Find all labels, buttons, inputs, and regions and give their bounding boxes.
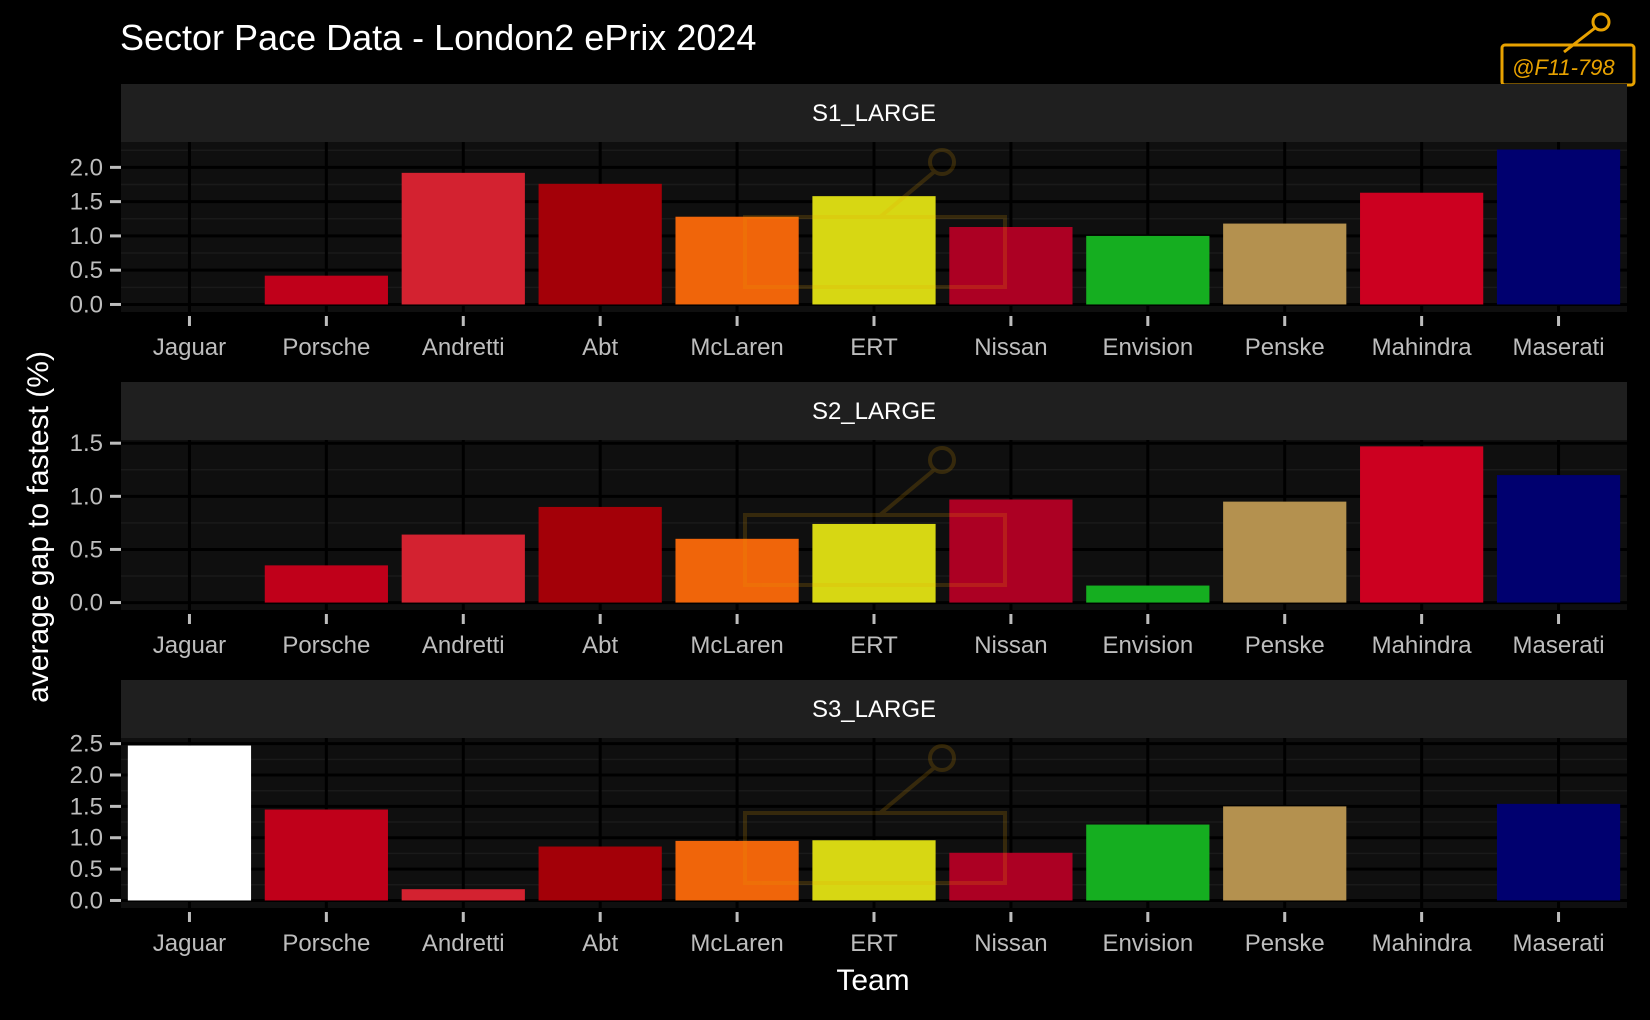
x-tick-label: Andretti: [422, 930, 505, 957]
x-tick-label: Nissan: [974, 930, 1047, 957]
bar-mahindra: [1360, 192, 1484, 305]
x-tick-label: Abt: [582, 930, 618, 957]
y-tick-label: 1.0: [70, 223, 103, 250]
y-axis-title: average gap to fastest (%): [22, 351, 55, 703]
x-tick-label: Penske: [1245, 334, 1325, 361]
x-tick-label: Porsche: [282, 334, 370, 361]
bar-porsche: [264, 809, 388, 901]
y-tick-label: 0.0: [70, 887, 103, 914]
chart-title: Sector Pace Data - London2 ePrix 2024: [120, 17, 756, 58]
x-tick-label: Mahindra: [1372, 930, 1473, 957]
x-tick-label: Nissan: [974, 632, 1047, 659]
bar-porsche: [264, 565, 388, 603]
y-tick-label: 1.0: [70, 825, 103, 852]
x-tick-label: Penske: [1245, 632, 1325, 659]
x-tick-label: Mahindra: [1372, 334, 1473, 361]
facet-strip-label: S2_LARGE: [812, 398, 936, 425]
bar-penske: [1223, 223, 1347, 305]
y-tick-label: 1.0: [70, 483, 103, 510]
panel-watermark: [743, 744, 1007, 885]
y-tick-label: 1.5: [70, 189, 103, 216]
bar-abt: [538, 183, 662, 305]
x-tick-label: Maserati: [1513, 930, 1605, 957]
bar-penske: [1223, 806, 1347, 901]
x-tick-label: Mahindra: [1372, 632, 1473, 659]
bar-ert: [812, 196, 936, 305]
x-axis-title: Team: [836, 964, 909, 997]
y-tick-label: 0.5: [70, 257, 103, 284]
facet-strip: [121, 382, 1627, 440]
bar-andretti: [401, 172, 525, 305]
bar-nissan: [949, 852, 1073, 901]
y-tick-label: 0.0: [70, 291, 103, 318]
y-tick-label: 0.0: [70, 590, 103, 617]
x-tick-label: Envision: [1102, 930, 1193, 957]
panel-watermark: [743, 148, 1007, 289]
bar-penske: [1223, 501, 1347, 603]
facet-panel-1: S1_LARGE 0.0 0.5 1.0 1.5 2.0 Jaguar Porsche Andr…: [70, 84, 1627, 361]
x-tick-label: ERT: [850, 930, 898, 957]
x-tick-label: Jaguar: [153, 334, 226, 361]
x-tick-label: Abt: [582, 334, 618, 361]
bar-maserati: [1496, 475, 1621, 603]
panel-watermark: [743, 446, 1007, 587]
bar-envision: [1086, 824, 1210, 901]
bar-mclaren: [675, 840, 799, 901]
bar-andretti: [401, 534, 525, 603]
x-tick-label: Porsche: [282, 632, 370, 659]
x-tick-label: ERT: [850, 632, 898, 659]
bar-ert: [812, 840, 936, 901]
bar-nissan: [949, 227, 1073, 305]
x-tick-label: Nissan: [974, 334, 1047, 361]
bar-abt: [538, 506, 662, 603]
x-tick-label: Jaguar: [153, 930, 226, 957]
bar-mclaren: [675, 216, 799, 305]
watermark-text: @F11-798: [1512, 55, 1615, 80]
x-tick-label: McLaren: [690, 930, 783, 957]
bar-andretti: [401, 889, 525, 901]
bar-ert: [812, 523, 936, 603]
y-tick-label: 2.0: [70, 154, 103, 181]
facet-panel-3: S3_LARGE 0.0 0.5 1.0 1.5 2.0 2.5 Jaguar Porsche A…: [70, 680, 1627, 957]
y-tick-label: 1.5: [70, 430, 103, 457]
y-tick-label: 0.5: [70, 536, 103, 563]
y-tick-label: 2.5: [70, 731, 103, 758]
bar-abt: [538, 846, 662, 901]
x-tick-label: Jaguar: [153, 632, 226, 659]
x-tick-label: Penske: [1245, 930, 1325, 957]
x-tick-label: Maserati: [1513, 334, 1605, 361]
facet-strip-label: S3_LARGE: [812, 696, 936, 723]
x-tick-label: Envision: [1102, 334, 1193, 361]
x-tick-label: Andretti: [422, 632, 505, 659]
x-tick-label: Andretti: [422, 334, 505, 361]
bar-envision: [1086, 585, 1210, 603]
bar-porsche: [264, 275, 388, 305]
bar-mclaren: [675, 538, 799, 603]
chart-panels: S1_LARGE 0.0 0.5 1.0 1.5 2.0 Jaguar Porsche Andr…: [70, 84, 1627, 957]
bar-maserati: [1496, 803, 1621, 901]
bar-maserati: [1496, 149, 1621, 305]
facet-strip: [121, 680, 1627, 738]
facet-panel-2: S2_LARGE 0.0 0.5 1.0 1.5 Jaguar Porsche Andrett…: [70, 382, 1627, 659]
facet-strip-label: S1_LARGE: [812, 100, 936, 127]
facet-strip: [121, 84, 1627, 142]
bar-mahindra: [1360, 446, 1484, 603]
x-tick-label: Porsche: [282, 930, 370, 957]
x-tick-label: Abt: [582, 632, 618, 659]
x-tick-label: ERT: [850, 334, 898, 361]
x-tick-label: Envision: [1102, 632, 1193, 659]
y-tick-label: 0.5: [70, 856, 103, 883]
x-tick-label: Maserati: [1513, 632, 1605, 659]
x-tick-label: McLaren: [690, 632, 783, 659]
y-tick-label: 2.0: [70, 762, 103, 789]
bar-envision: [1086, 235, 1210, 305]
x-tick-label: McLaren: [690, 334, 783, 361]
bar-nissan: [949, 499, 1073, 603]
y-tick-label: 1.5: [70, 793, 103, 820]
bar-jaguar: [127, 745, 252, 901]
